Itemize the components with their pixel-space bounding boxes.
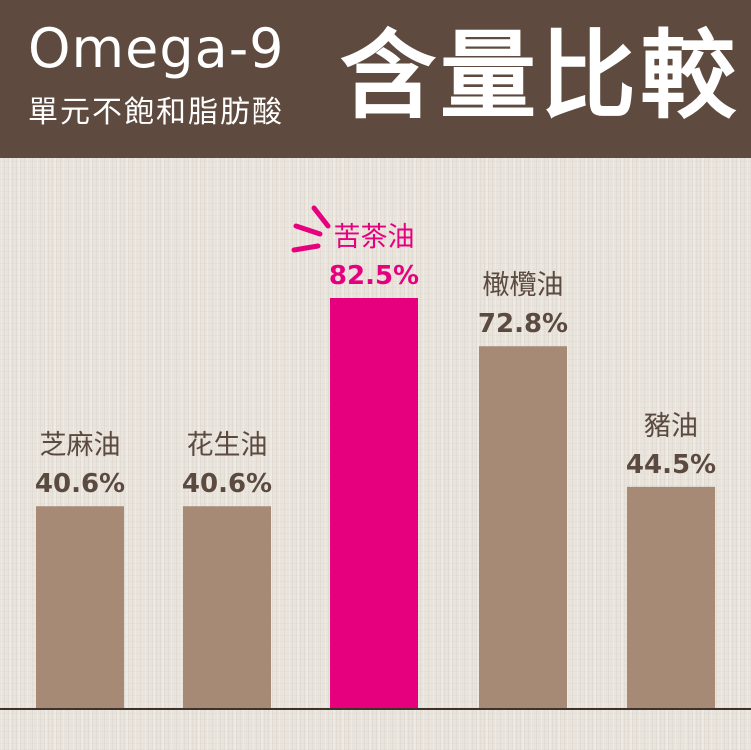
title-chinese: 含量比較 <box>340 20 740 132</box>
emphasis-burst-icon <box>291 205 331 253</box>
category-label: 芝麻油 <box>40 430 121 461</box>
bar-1 <box>36 506 124 708</box>
bar-4 <box>479 346 567 708</box>
value-label: 40.6% <box>182 469 272 499</box>
title-english: Omega-9 <box>28 17 285 80</box>
value-label: 44.5% <box>626 450 716 480</box>
category-label: 苦茶油 <box>334 222 415 253</box>
bar-2 <box>183 506 271 708</box>
category-label: 豬油 <box>644 411 698 442</box>
value-label: 40.6% <box>35 469 125 499</box>
bar-3 <box>330 298 418 708</box>
bar-chart: 芝麻油 40.6% 花生油 40.6% 苦茶油 82.5% 橄欖油 72.8% 豬油 44.5% <box>0 205 751 710</box>
header-banner: Omega-9 單元不飽和脂肪酸 含量比較 <box>0 0 751 158</box>
subtitle: 單元不飽和脂肪酸 <box>28 95 284 130</box>
value-label: 72.8% <box>478 309 568 339</box>
bar-5 <box>627 486 715 708</box>
category-label: 橄欖油 <box>483 270 564 301</box>
value-label: 82.5% <box>329 261 419 291</box>
category-label: 花生油 <box>187 430 268 461</box>
